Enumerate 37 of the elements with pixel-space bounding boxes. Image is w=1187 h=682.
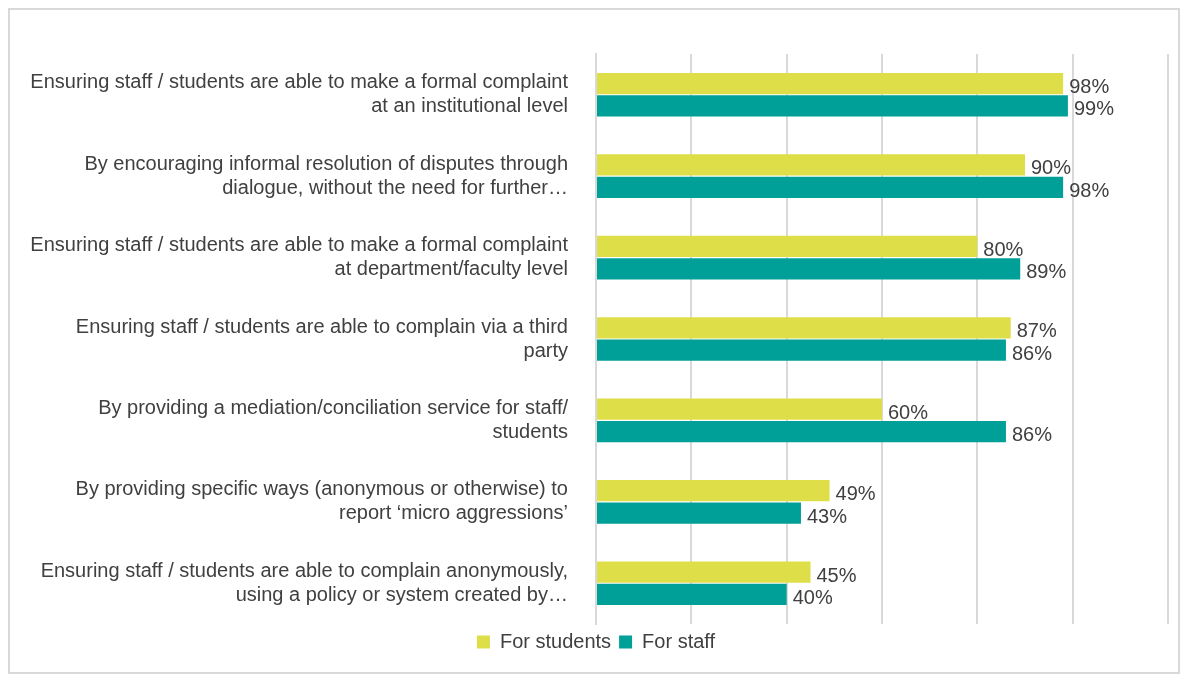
data-label: 60% (888, 400, 929, 423)
bar (597, 420, 1006, 443)
data-label: 43% (806, 504, 848, 527)
data-label: 49% (835, 482, 876, 505)
bar (597, 339, 1006, 361)
data-label: 89% (1026, 260, 1067, 283)
y-tick-label: Ensuring staff / students are able to complain anonymously, using a policy or system created by… (40, 558, 568, 605)
bar (597, 480, 830, 502)
bar (597, 95, 1068, 117)
y-tick-label: Ensuring staff / students are able to make a formal complaint at department/faculty level (30, 233, 569, 280)
bar (597, 317, 1011, 339)
y-tick-label: By providing a mediation/conciliation service for staff/ students (98, 395, 569, 442)
data-label: 98% (1069, 75, 1110, 98)
bar (597, 235, 978, 258)
bar (597, 176, 1064, 198)
legend-label: For staff (642, 629, 716, 652)
data-label: 86% (1011, 341, 1053, 364)
data-label: 99% (1073, 97, 1115, 120)
data-label: 40% (792, 586, 833, 608)
data-label: 90% (1031, 156, 1072, 179)
bar (597, 258, 1021, 280)
data-label: 87% (1016, 319, 1057, 342)
y-tick-label: By providing specific ways (anonymous or otherwise) to report ‘micro aggressions’ (75, 477, 568, 524)
y-tick-label: By encouraging informal resolution of disputes through dialogue, without the need for further… (84, 151, 568, 198)
bar (597, 72, 1064, 95)
bar (597, 583, 787, 606)
legend-label: For students (499, 629, 612, 652)
bar (597, 154, 1025, 176)
y-tick-label: Ensuring staff / students are able to make a formal complaint at an institutional level (30, 70, 569, 117)
y-tick-label: Ensuring staff / students are able to complain via a third party (75, 314, 568, 361)
bar (597, 561, 811, 583)
data-label: 86% (1011, 423, 1053, 446)
bar (597, 398, 882, 420)
bar (597, 502, 801, 524)
data-label: 98% (1069, 178, 1110, 201)
data-label: 45% (816, 563, 857, 586)
data-label: 80% (983, 237, 1024, 260)
